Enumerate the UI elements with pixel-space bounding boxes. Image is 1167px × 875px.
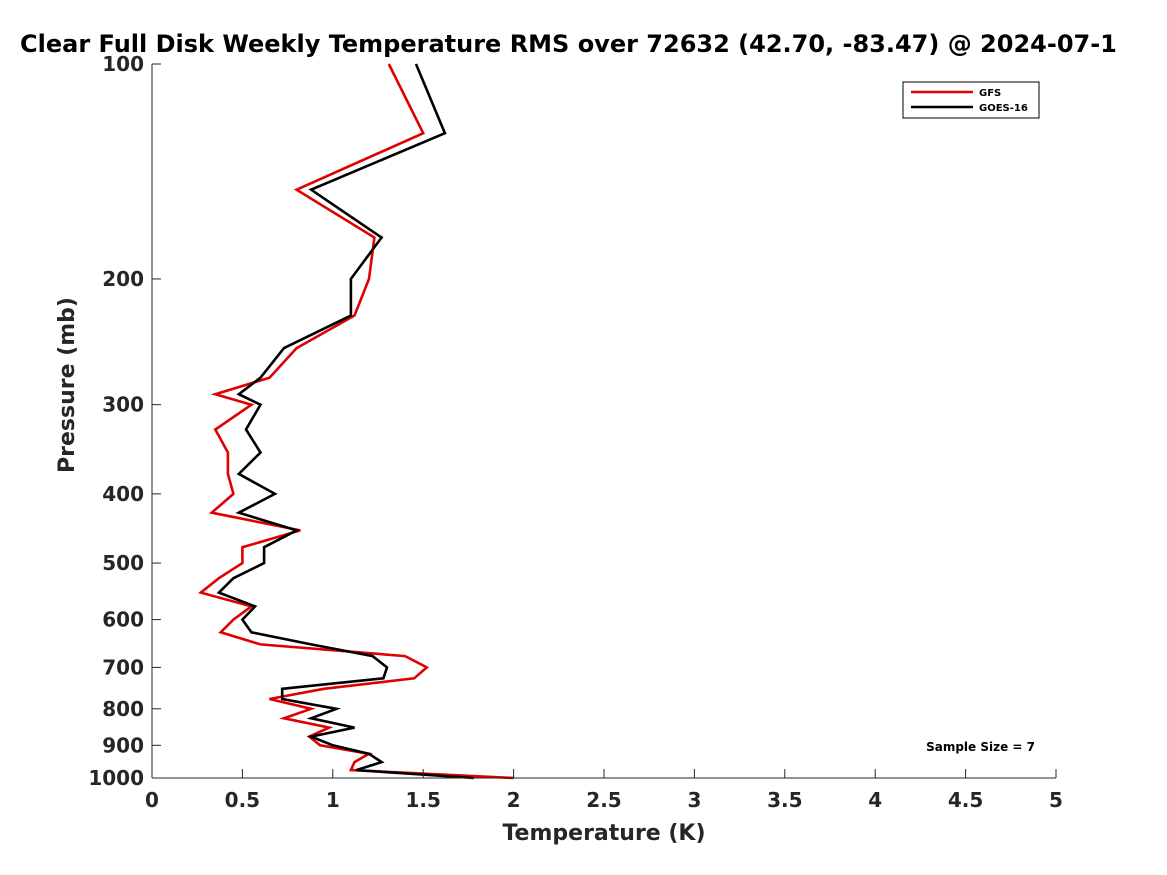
- x-axis-label: Temperature (K): [502, 821, 705, 846]
- axes: [151, 64, 1056, 779]
- y-tick-label: 300: [102, 393, 144, 417]
- legend-label: GOES-16: [979, 103, 1028, 114]
- x-ticks: 0 0.5 1 1.5 2 2.5 3 3.5 4 4.5 5: [145, 769, 1063, 812]
- x-tick-label: 3.5: [767, 788, 802, 812]
- x-tick-label: 2: [507, 788, 521, 812]
- legend: GFS GOES-16: [902, 81, 1040, 119]
- legend-box: [902, 81, 1040, 119]
- y-tick-label: 600: [102, 608, 144, 632]
- x-tick-label: 0.5: [225, 788, 260, 812]
- y-tick-label: 400: [102, 482, 144, 506]
- y-tick-label: 900: [102, 733, 144, 757]
- sample-size-annotation: Sample Size = 7: [926, 740, 1035, 754]
- x-tick-label: 5: [1049, 788, 1063, 812]
- x-tick-label: 4.5: [948, 788, 983, 812]
- series-line-gfs: [197, 63, 514, 780]
- y-ticks: 100 200 300 400 500 600 700 800 900 1000: [88, 52, 161, 790]
- series-line-goes-16: [216, 63, 474, 780]
- x-tick-label: 0: [145, 788, 159, 812]
- x-tick-label: 1: [326, 788, 340, 812]
- chart-title: Clear Full Disk Weekly Temperature RMS o…: [20, 30, 1117, 58]
- y-tick-label: 100: [102, 52, 144, 76]
- x-tick-label: 4: [868, 788, 882, 812]
- y-tick-label: 200: [102, 267, 144, 291]
- y-tick-label: 800: [102, 697, 144, 721]
- x-tick-label: 1.5: [405, 788, 440, 812]
- y-tick-label: 1000: [88, 766, 144, 790]
- plot-lines: [197, 63, 514, 780]
- y-axis-label: Pressure (mb): [55, 297, 80, 473]
- x-tick-label: 2.5: [586, 788, 621, 812]
- y-tick-label: 700: [102, 655, 144, 679]
- x-tick-label: 3: [687, 788, 701, 812]
- y-tick-label: 500: [102, 551, 144, 575]
- legend-label: GFS: [979, 88, 1001, 99]
